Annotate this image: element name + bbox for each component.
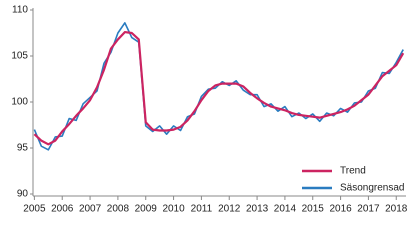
x-tick-label: 2007 <box>79 204 102 215</box>
y-tick-label: 110 <box>12 5 28 16</box>
x-tick-label: 2009 <box>135 204 158 215</box>
x-tick-label: 2018 <box>385 204 408 215</box>
legend-label: Trend <box>340 166 366 177</box>
y-tick-label: 95 <box>17 143 29 154</box>
x-tick-label: 2013 <box>246 204 269 215</box>
series-line <box>33 30 405 146</box>
y-tick-label: 90 <box>17 189 29 200</box>
y-tick-label: 100 <box>11 97 28 108</box>
series-line <box>33 22 404 151</box>
x-tick-label: 2016 <box>329 204 352 215</box>
x-tick-label: 2010 <box>162 204 185 215</box>
x-tick-label: 2005 <box>23 204 46 215</box>
legend-label: Säsongrensad <box>340 183 405 194</box>
chart: 90 95 100 105 110 2005 2006 2007 2008 2009 2010 201… <box>11 5 408 215</box>
x-tick-label: 2015 <box>302 204 325 215</box>
x-tick-label: 2017 <box>357 204 380 215</box>
x-tick-label: 2011 <box>191 204 213 215</box>
x-tick-label: 2012 <box>218 204 241 215</box>
page: 90 95 100 105 110 2005 2006 2007 2008 2009 2010 201… <box>11 4 408 215</box>
y-tick-label: 105 <box>11 51 28 62</box>
x-tick-label: 2008 <box>107 204 130 215</box>
x-tick-label: 2006 <box>51 204 74 215</box>
x-tick-label: 2014 <box>274 204 297 215</box>
